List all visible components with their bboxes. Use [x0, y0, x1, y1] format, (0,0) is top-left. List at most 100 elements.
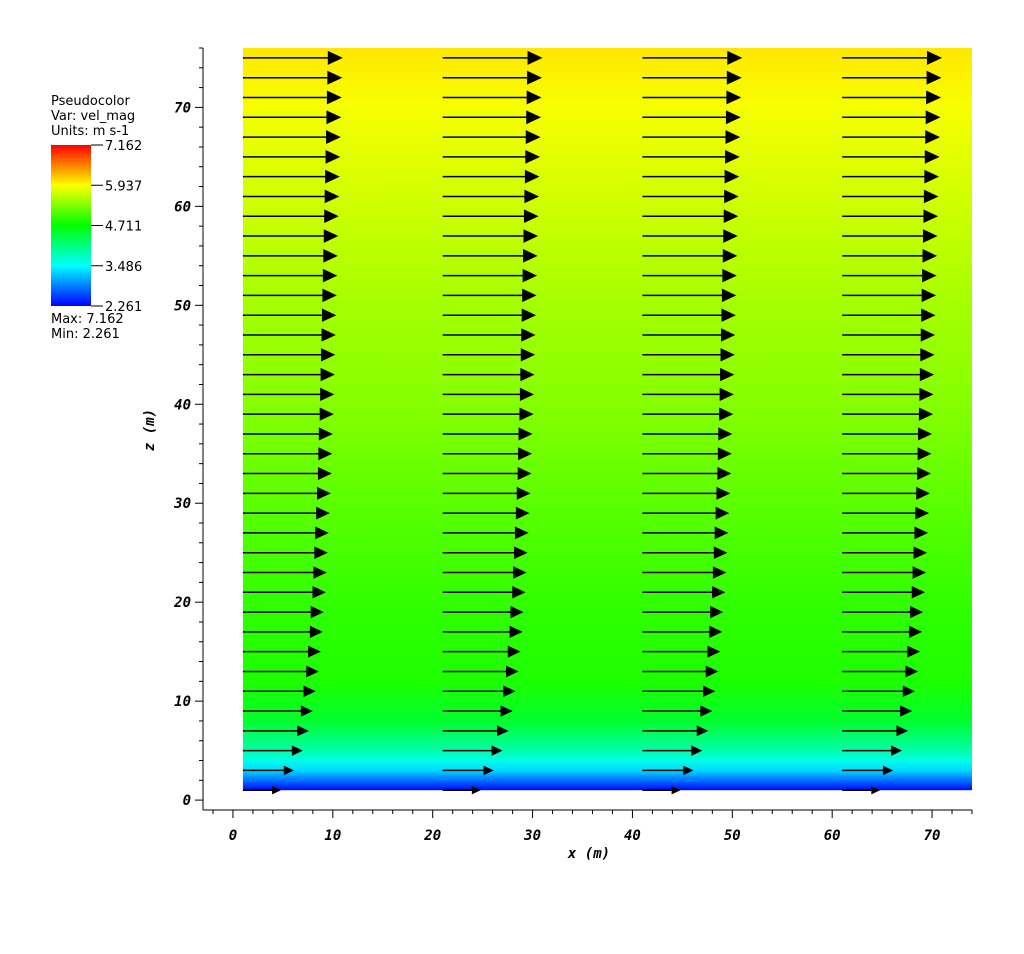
vector-arrow — [242, 506, 330, 520]
vector-arrow — [842, 665, 919, 678]
vector-head — [721, 288, 737, 303]
vector-arrow — [642, 427, 733, 441]
vector-arrow — [642, 328, 736, 342]
vector-arrow — [642, 526, 729, 540]
vector-head — [923, 209, 939, 224]
vector-arrow — [242, 130, 341, 144]
vector-head — [918, 407, 934, 421]
vector-head — [527, 70, 543, 85]
vector-head — [310, 605, 324, 619]
vector-arrow — [642, 268, 737, 283]
vector-arrow — [642, 765, 694, 776]
vector-arrow — [242, 486, 331, 500]
vector-arrow — [842, 367, 935, 382]
plot-area: 0 10 20 30 40 50 60 70 0 10 20 30 40 50 60 70 — [173, 47, 973, 844]
vector-arrow — [442, 506, 530, 520]
vector-head — [291, 745, 303, 756]
vector-arrow — [642, 130, 741, 144]
vector-arrow — [242, 785, 281, 795]
vector-arrow — [242, 348, 336, 362]
vector-arrow — [442, 625, 523, 638]
vector-head — [922, 229, 938, 243]
vector-arrow — [642, 70, 742, 85]
colorbar — [51, 145, 91, 306]
vector-arrow — [642, 209, 739, 224]
vector-arrow — [442, 110, 542, 125]
vector-head — [326, 110, 342, 125]
vector-head — [716, 486, 731, 500]
vector-arrow — [242, 249, 338, 263]
vector-arrow — [842, 249, 938, 263]
vector-head — [497, 725, 509, 737]
colorbar-tick-label: 5.937 — [105, 179, 142, 194]
colorbar-legend: Pseudocolor Var: vel_mag Units: m s-1 7.… — [51, 94, 142, 342]
vector-arrow — [442, 526, 529, 540]
vector-head — [526, 110, 542, 125]
vector-arrow — [442, 169, 540, 184]
vector-arrow — [242, 705, 313, 717]
vector-head — [721, 328, 736, 342]
vector-arrow — [242, 745, 303, 756]
vector-head — [913, 546, 928, 560]
vector-head — [325, 169, 340, 184]
vector-arrow — [642, 665, 719, 678]
vector-head — [526, 90, 542, 105]
vector-head — [727, 50, 743, 65]
vector-arrow — [242, 189, 340, 204]
vector-head — [722, 268, 737, 283]
vector-arrow — [642, 705, 713, 717]
vector-head — [917, 447, 932, 461]
vector-head — [324, 209, 339, 224]
vector-head — [523, 209, 539, 224]
vector-head — [725, 110, 741, 125]
x-tick-label: 10 — [324, 828, 341, 844]
vector-arrow — [842, 387, 934, 401]
vector-arrow — [842, 546, 928, 560]
vector-arrow — [242, 467, 332, 481]
vector-arrow — [242, 50, 343, 65]
y-tick-label: 20 — [173, 595, 191, 611]
vector-head — [314, 546, 328, 560]
vector-head — [522, 268, 538, 283]
vector-head — [327, 70, 343, 85]
vector-arrow — [642, 367, 735, 382]
vector-head — [917, 467, 932, 481]
vector-arrow — [442, 249, 538, 263]
vector-arrow — [642, 745, 703, 756]
vector-head — [907, 645, 921, 658]
vector-head — [318, 447, 333, 461]
vector-arrow — [842, 506, 930, 520]
vector-head — [871, 785, 881, 795]
vector-head — [713, 546, 728, 560]
vector-head — [924, 149, 940, 164]
colorbar-tick-label: 4.711 — [105, 220, 142, 235]
vector-arrow — [442, 447, 533, 461]
vector-arrow — [242, 328, 336, 342]
vector-arrow — [842, 645, 921, 658]
legend-variable: Var: vel_mag — [51, 109, 135, 124]
vector-head — [317, 486, 331, 500]
vector-arrow — [642, 685, 716, 698]
vector-head — [517, 467, 532, 481]
vector-arrow — [242, 308, 337, 322]
vector-arrow — [642, 447, 732, 461]
vector-head — [519, 407, 534, 421]
vector-head — [717, 467, 732, 481]
vector-arrow — [442, 268, 538, 283]
vector-arrow — [242, 387, 335, 401]
vector-head — [923, 189, 939, 204]
vector-head — [924, 169, 940, 184]
velocity-vectors — [242, 50, 943, 795]
vector-arrow — [642, 387, 734, 401]
vector-head — [926, 70, 942, 85]
vector-head — [715, 506, 730, 520]
vector-arrow — [642, 467, 732, 481]
vector-head — [905, 665, 919, 678]
y-tick-label: 40 — [174, 397, 191, 413]
vector-arrow — [642, 249, 738, 263]
vector-head — [709, 625, 723, 638]
vector-head — [312, 586, 326, 599]
vector-head — [283, 765, 294, 776]
vector-head — [316, 506, 330, 520]
vector-head — [524, 189, 540, 204]
